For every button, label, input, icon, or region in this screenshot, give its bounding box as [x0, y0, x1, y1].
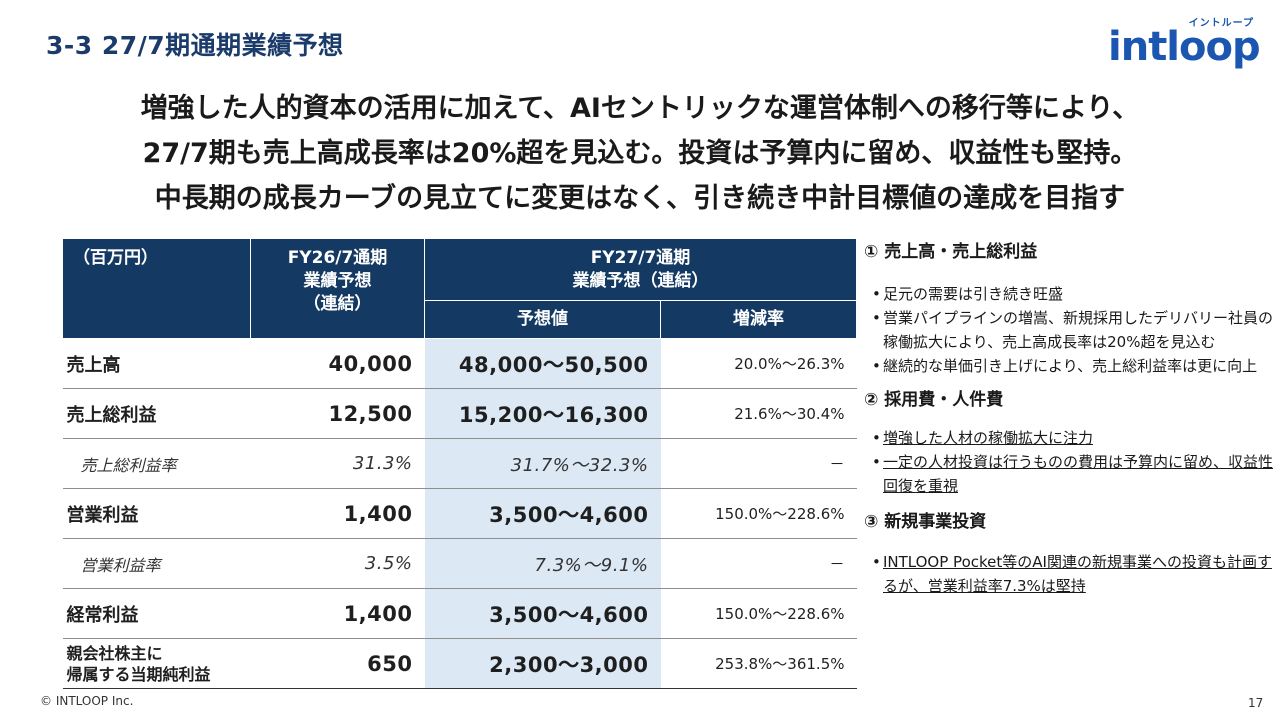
page-number: 17 — [1248, 696, 1264, 710]
bullet-dot: • — [872, 309, 881, 327]
section-heading: ③ 新規事業投資 — [864, 512, 987, 532]
change-value: 20.0%～26.3% — [660, 338, 857, 389]
fy27-value: 15,200～16,300 — [424, 388, 661, 439]
table-row: 親会社株主に 帰属する当期純利益 650 2,300～3,000 253.8%～… — [62, 638, 857, 689]
slide-title: 3-3 27/7期通期業績予想 — [46, 31, 344, 60]
section-heading: ① 売上高・売上総利益 — [864, 242, 1038, 262]
row-label: 売上高 — [62, 338, 251, 389]
fy27-value: 3,500～4,600 — [424, 488, 661, 539]
intloop-logo: イントループ intloop — [1108, 14, 1261, 72]
change-value: 21.6%～30.4% — [660, 388, 857, 439]
bullet-item: • 足元の需要は引き続き旺盛 — [864, 282, 1274, 306]
section-heading: ② 採用費・人件費 — [864, 390, 1004, 410]
fy26-value: 12,500 — [250, 388, 425, 439]
table-row: 売上総利益率 31.3% 31.7%～32.3% － — [62, 438, 857, 489]
row-label: 営業利益率 — [62, 538, 251, 589]
notes-panel: ① 売上高・売上総利益 • 足元の需要は引き続き旺盛 • 営業パイプラインの増嵩… — [864, 240, 1274, 598]
headline-line: 中長期の成長カーブの見立てに変更はなく、引き続き中計目標値の達成を目指す — [154, 183, 1126, 214]
headline-line: 増強した人的資本の活用に加えて、AIセントリックな運営体制への移行等により、 — [140, 93, 1140, 124]
bullet-text: 足元の需要は引き続き旺盛 — [883, 285, 1064, 303]
fy26-value: 40,000 — [250, 338, 425, 389]
change-value: 150.0%～228.6% — [660, 588, 857, 639]
fy26-header-line: 業績予想 — [303, 271, 372, 291]
fy27-value: 3,500～4,600 — [424, 588, 661, 639]
forecast-col-header: 予想値 — [424, 300, 661, 339]
logo-kana: イントループ — [1188, 18, 1254, 29]
bullet-text: 一定の人材投資は行うものの費用は予算内に留め、収益性回復を重視 — [883, 453, 1274, 495]
change-value: － — [660, 438, 857, 489]
row-label: 経常利益 — [62, 588, 251, 639]
change-value: － — [660, 538, 857, 589]
fy27-header-line: FY27/7通期 — [590, 247, 691, 268]
bullet-item: • INTLOOP Pocket等のAI関連の新規事業への投資も計画するが、営業… — [864, 550, 1274, 598]
logo-text: intloop — [1108, 24, 1261, 70]
fy27-value: 2,300～3,000 — [424, 638, 661, 689]
fy27-value: 7.3%～9.1% — [424, 538, 661, 589]
bullet-dot: • — [872, 429, 881, 447]
fy26-header-line: （連結） — [303, 294, 372, 314]
change-value: 253.8%～361.5% — [660, 638, 857, 689]
fy26-header-line: FY26/7通期 — [287, 248, 388, 268]
table-row: 営業利益率 3.5% 7.3%～9.1% － — [62, 538, 857, 589]
fy27-header: FY27/7通期 業績予想（連結） — [424, 238, 857, 301]
fy26-value: 1,400 — [250, 588, 425, 639]
bullet-dot: • — [872, 453, 881, 471]
row-label: 売上総利益 — [62, 388, 251, 439]
fy27-value: 31.7%～32.3% — [424, 438, 661, 489]
row-label-line: 親会社株主に — [66, 643, 163, 663]
bullet-dot: • — [872, 285, 881, 303]
fy26-value: 3.5% — [250, 538, 425, 589]
bullet-text: 継続的な単価引き上げにより、売上総利益率は更に向上 — [883, 357, 1258, 375]
fy27-header-line: 業績予想（連結） — [572, 270, 709, 291]
bullet-item: • 営業パイプラインの増嵩、新規採用したデリバリー社員の稼働拡大により、売上高成… — [864, 306, 1274, 354]
bullet-text: INTLOOP Pocket等のAI関連の新規事業への投資も計画するが、営業利益… — [883, 553, 1272, 595]
row-label: 売上総利益率 — [62, 438, 251, 489]
bullet-dot: • — [872, 357, 881, 375]
bullet-dot: • — [872, 553, 881, 571]
copyright: © INTLOOP Inc. — [40, 694, 134, 708]
table-row: 売上高 40,000 48,000～50,500 20.0%～26.3% — [62, 338, 857, 389]
bullet-item: • 一定の人材投資は行うものの費用は予算内に留め、収益性回復を重視 — [864, 450, 1274, 498]
row-label: 親会社株主に 帰属する当期純利益 — [62, 638, 251, 689]
fy26-value: 650 — [250, 638, 425, 689]
table-row: 営業利益 1,400 3,500～4,600 150.0%～228.6% — [62, 488, 857, 539]
unit-header: （百万円） — [62, 238, 251, 339]
fy26-header: FY26/7通期 業績予想 （連結） — [250, 238, 425, 339]
fy27-value: 48,000～50,500 — [424, 338, 661, 389]
fy26-value: 1,400 — [250, 488, 425, 539]
row-label-line: 帰属する当期純利益 — [66, 664, 211, 684]
bullet-text: 営業パイプラインの増嵩、新規採用したデリバリー社員の稼働拡大により、売上高成長率… — [883, 309, 1274, 351]
table-row: 売上総利益 12,500 15,200～16,300 21.6%～30.4% — [62, 388, 857, 439]
change-value: 150.0%～228.6% — [660, 488, 857, 539]
change-col-header: 増減率 — [660, 300, 857, 339]
fy26-value: 31.3% — [250, 438, 425, 489]
headline-line: 27/7期も売上高成長率は20%超を見込む。投資は予算内に留め、収益性も堅持。 — [142, 138, 1138, 169]
bullet-text: 増強した人材の稼働拡大に注力 — [883, 429, 1094, 447]
table-row: 経常利益 1,400 3,500～4,600 150.0%～228.6% — [62, 588, 857, 639]
row-label: 営業利益 — [62, 488, 251, 539]
bullet-item: • 増強した人材の稼働拡大に注力 — [864, 426, 1274, 450]
headline: 増強した人的資本の活用に加えて、AIセントリックな運営体制への移行等により、 2… — [30, 86, 1250, 221]
forecast-table: （百万円） FY26/7通期 業績予想 （連結） FY27/7通期 業績予想（連… — [62, 238, 857, 689]
bullet-item: • 継続的な単価引き上げにより、売上総利益率は更に向上 — [864, 354, 1274, 378]
